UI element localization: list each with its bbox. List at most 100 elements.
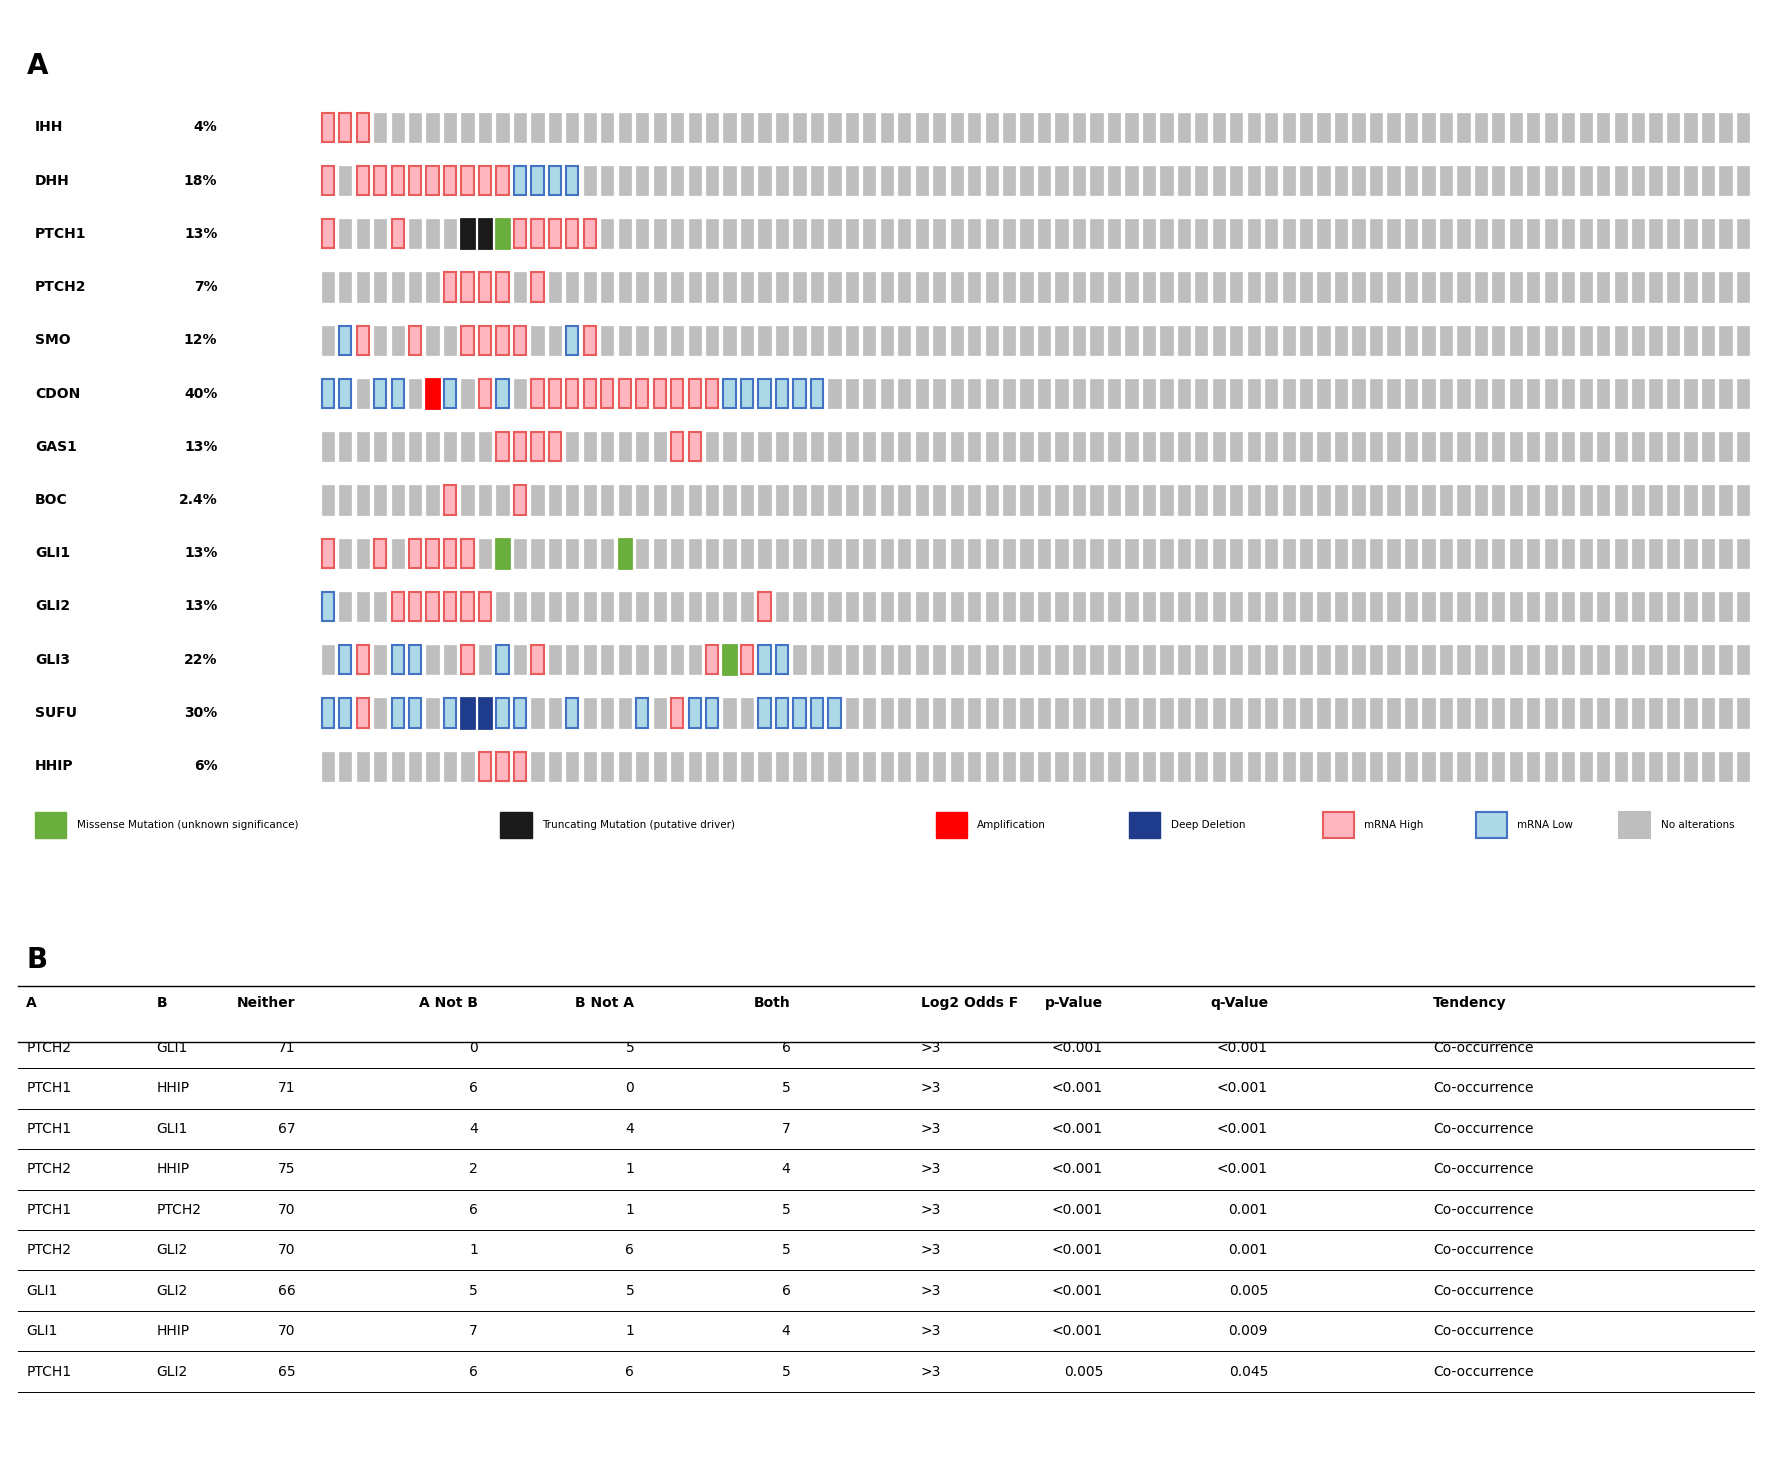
- FancyBboxPatch shape: [916, 325, 929, 355]
- FancyBboxPatch shape: [794, 219, 806, 248]
- Text: A: A: [27, 53, 48, 80]
- FancyBboxPatch shape: [445, 325, 455, 355]
- FancyBboxPatch shape: [1334, 592, 1347, 622]
- Text: GLI1: GLI1: [156, 1122, 188, 1135]
- FancyBboxPatch shape: [445, 751, 455, 781]
- FancyBboxPatch shape: [1038, 592, 1051, 622]
- FancyBboxPatch shape: [636, 751, 649, 781]
- FancyBboxPatch shape: [934, 592, 946, 622]
- FancyBboxPatch shape: [1072, 219, 1084, 248]
- Text: 6: 6: [470, 1364, 478, 1379]
- FancyBboxPatch shape: [758, 166, 771, 196]
- FancyBboxPatch shape: [1283, 273, 1295, 302]
- FancyBboxPatch shape: [461, 645, 473, 674]
- FancyBboxPatch shape: [1614, 538, 1627, 568]
- FancyBboxPatch shape: [1632, 645, 1644, 674]
- Text: 6: 6: [781, 1040, 790, 1055]
- FancyBboxPatch shape: [1527, 538, 1540, 568]
- FancyBboxPatch shape: [1230, 219, 1242, 248]
- FancyBboxPatch shape: [1597, 699, 1609, 728]
- FancyBboxPatch shape: [1620, 813, 1650, 839]
- FancyBboxPatch shape: [1003, 592, 1015, 622]
- FancyBboxPatch shape: [812, 699, 822, 728]
- FancyBboxPatch shape: [445, 699, 455, 728]
- FancyBboxPatch shape: [1090, 166, 1102, 196]
- FancyBboxPatch shape: [1405, 219, 1418, 248]
- FancyBboxPatch shape: [776, 325, 789, 355]
- FancyBboxPatch shape: [776, 112, 789, 142]
- FancyBboxPatch shape: [496, 751, 509, 781]
- Text: <0.001: <0.001: [1053, 1202, 1102, 1217]
- FancyBboxPatch shape: [1194, 699, 1207, 728]
- Text: SUFU: SUFU: [35, 706, 78, 719]
- FancyBboxPatch shape: [741, 486, 753, 515]
- Text: 71: 71: [278, 1081, 296, 1096]
- FancyBboxPatch shape: [1301, 325, 1313, 355]
- FancyBboxPatch shape: [1457, 645, 1469, 674]
- FancyBboxPatch shape: [654, 699, 666, 728]
- FancyBboxPatch shape: [1161, 699, 1173, 728]
- FancyBboxPatch shape: [1212, 112, 1224, 142]
- FancyBboxPatch shape: [1614, 751, 1627, 781]
- FancyBboxPatch shape: [916, 432, 929, 461]
- FancyBboxPatch shape: [321, 325, 333, 355]
- FancyBboxPatch shape: [672, 699, 684, 728]
- Text: PTCH1: PTCH1: [27, 1364, 71, 1379]
- FancyBboxPatch shape: [321, 219, 333, 248]
- FancyBboxPatch shape: [1212, 699, 1224, 728]
- FancyBboxPatch shape: [1194, 486, 1207, 515]
- FancyBboxPatch shape: [1003, 112, 1015, 142]
- FancyBboxPatch shape: [1441, 592, 1451, 622]
- FancyBboxPatch shape: [532, 486, 544, 515]
- FancyBboxPatch shape: [1143, 645, 1155, 674]
- FancyBboxPatch shape: [794, 112, 806, 142]
- Text: 1: 1: [626, 1325, 634, 1338]
- FancyBboxPatch shape: [1230, 699, 1242, 728]
- FancyBboxPatch shape: [532, 538, 544, 568]
- Text: HHIP: HHIP: [156, 1081, 190, 1096]
- FancyBboxPatch shape: [1161, 592, 1173, 622]
- FancyBboxPatch shape: [934, 699, 946, 728]
- FancyBboxPatch shape: [1370, 699, 1382, 728]
- FancyBboxPatch shape: [496, 273, 509, 302]
- FancyBboxPatch shape: [1283, 219, 1295, 248]
- FancyBboxPatch shape: [828, 219, 840, 248]
- FancyBboxPatch shape: [618, 592, 631, 622]
- FancyBboxPatch shape: [1301, 699, 1313, 728]
- FancyBboxPatch shape: [741, 699, 753, 728]
- FancyBboxPatch shape: [1230, 751, 1242, 781]
- FancyBboxPatch shape: [445, 379, 455, 409]
- FancyBboxPatch shape: [898, 273, 911, 302]
- FancyBboxPatch shape: [1563, 432, 1574, 461]
- FancyBboxPatch shape: [672, 112, 684, 142]
- FancyBboxPatch shape: [514, 166, 526, 196]
- FancyBboxPatch shape: [1283, 645, 1295, 674]
- FancyBboxPatch shape: [654, 645, 666, 674]
- Text: <0.001: <0.001: [1217, 1122, 1269, 1135]
- FancyBboxPatch shape: [1318, 538, 1329, 568]
- FancyBboxPatch shape: [601, 538, 613, 568]
- FancyBboxPatch shape: [1161, 273, 1173, 302]
- FancyBboxPatch shape: [445, 592, 455, 622]
- FancyBboxPatch shape: [583, 486, 595, 515]
- FancyBboxPatch shape: [689, 699, 700, 728]
- FancyBboxPatch shape: [741, 325, 753, 355]
- Text: 2: 2: [470, 1163, 478, 1176]
- FancyBboxPatch shape: [1545, 379, 1558, 409]
- FancyBboxPatch shape: [356, 592, 369, 622]
- Text: <0.001: <0.001: [1217, 1081, 1269, 1096]
- FancyBboxPatch shape: [1650, 592, 1662, 622]
- FancyBboxPatch shape: [794, 645, 806, 674]
- FancyBboxPatch shape: [1685, 379, 1696, 409]
- FancyBboxPatch shape: [1247, 486, 1260, 515]
- FancyBboxPatch shape: [583, 166, 595, 196]
- FancyBboxPatch shape: [950, 645, 962, 674]
- FancyBboxPatch shape: [689, 112, 700, 142]
- FancyBboxPatch shape: [1685, 166, 1696, 196]
- FancyBboxPatch shape: [916, 645, 929, 674]
- FancyBboxPatch shape: [496, 432, 509, 461]
- Text: Truncating Mutation (putative driver): Truncating Mutation (putative driver): [542, 820, 735, 830]
- FancyBboxPatch shape: [1563, 166, 1574, 196]
- FancyBboxPatch shape: [968, 486, 980, 515]
- Text: <0.001: <0.001: [1053, 1284, 1102, 1297]
